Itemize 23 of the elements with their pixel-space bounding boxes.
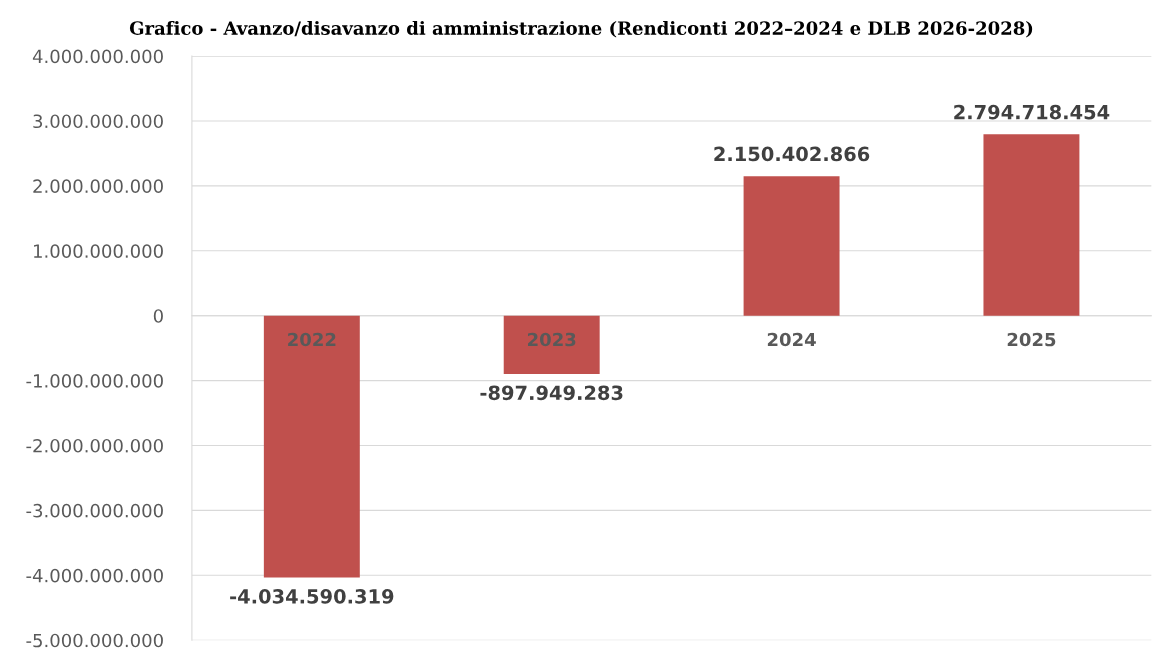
chart-title: Grafico - Avanzo/disavanzo di amministrazione (Rendiconti 2022–2024 e DLB 2026-2028) — [129, 20, 1033, 38]
y-tick-label: -1.000.000.000 — [26, 374, 163, 388]
bar — [983, 134, 1080, 316]
y-tick-label: -2.000.000.000 — [26, 438, 163, 453]
y-tick-label: 3.000.000.000 — [33, 114, 163, 129]
bar — [263, 315, 360, 578]
data-label: -4.034.590.319 — [230, 589, 394, 604]
data-label: -897.949.283 — [480, 385, 623, 401]
y-tick-label: 1.000.000.000 — [34, 244, 163, 258]
data-label: 2.794.718.454 — [954, 104, 1110, 120]
y-tick-label: 4.000.000.000 — [32, 49, 163, 64]
y-tick-label: -4.000.000.000 — [26, 568, 163, 583]
x-tick-label: 2024 — [767, 332, 816, 347]
x-tick-label: 2023 — [528, 332, 576, 347]
x-tick-label: 2025 — [1007, 332, 1056, 347]
y-tick-label: -3.000.000.000 — [26, 503, 163, 518]
bar — [743, 176, 840, 316]
bar — [503, 315, 600, 374]
data-label: 2.150.402.866 — [714, 146, 870, 162]
y-tick-label: 0 — [153, 309, 163, 323]
y-tick-label: 2.000.000.000 — [33, 179, 163, 194]
y-tick-label: -5.000.000.000 — [26, 633, 163, 648]
x-tick-label: 2022 — [288, 332, 336, 347]
